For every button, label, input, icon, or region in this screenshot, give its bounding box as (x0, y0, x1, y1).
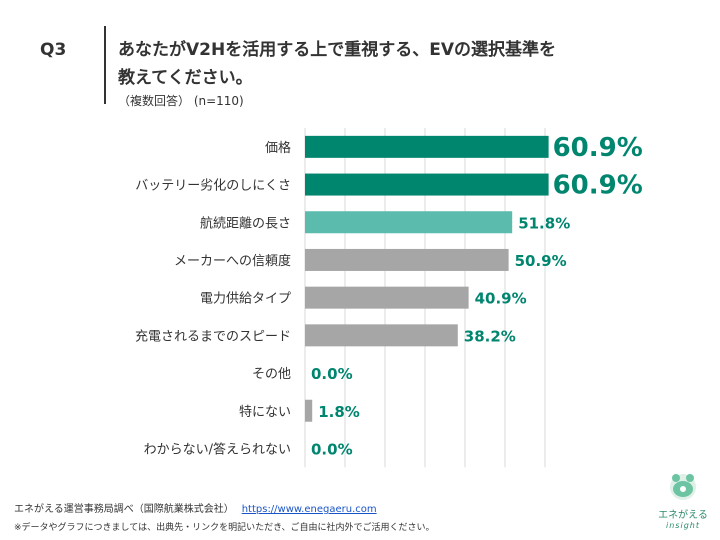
page-title: あなたがV2Hを活用する上で重視する、EVの選択基準を 教えてください。 (118, 36, 556, 92)
value-label: 51.8% (518, 214, 570, 232)
bar (305, 248, 509, 271)
value-label: 38.2% (464, 327, 516, 345)
category-label: バッテリー劣化のしにくさ (135, 179, 291, 194)
value-label: 0.0% (311, 440, 353, 458)
value-label: 60.9% (553, 171, 643, 201)
bar (305, 286, 469, 309)
logo-sub: insight (666, 521, 700, 530)
chart-subtitle: （複数回答） (n=110) (118, 94, 244, 108)
footer-source: エネがえる運営事務局調べ（国際航業株式会社） https://www.enegae… (14, 500, 377, 515)
title-divider (104, 26, 106, 104)
bar (305, 324, 458, 347)
title-line-2: 教えてください。 (118, 68, 253, 88)
value-label: 1.8% (318, 403, 360, 421)
value-label: 60.9% (553, 133, 643, 163)
bar-chart: 価格 60.9% バッテリー劣化のしにくさ 60.9% 航続距離の長さ 51.8% メーカー… (135, 128, 643, 468)
category-label: 価格 (265, 140, 291, 156)
question-label: Q3 (40, 40, 67, 60)
value-label: 40.9% (475, 290, 527, 308)
category-label: 航続距離の長さ (200, 215, 291, 231)
title-line-1: あなたがV2Hを活用する上で重視する、EVの選択基準を (118, 40, 556, 60)
category-label: その他 (252, 367, 291, 382)
value-label: 0.0% (311, 365, 353, 383)
bar (305, 211, 513, 234)
source-text: エネがえる運営事務局調べ（国際航業株式会社） (14, 504, 234, 515)
logo-name: エネがえる (658, 510, 708, 521)
category-label: メーカーへの信頼度 (174, 253, 291, 269)
bar (305, 399, 313, 422)
source-link[interactable]: https://www.enegaeru.com (241, 504, 377, 515)
bar (305, 135, 549, 158)
bar (305, 173, 549, 196)
value-label: 50.9% (515, 252, 567, 270)
category-label: 電力供給タイプ (200, 292, 291, 307)
category-label: 特にない (239, 405, 291, 420)
category-label: 充電されるまでのスピード (135, 328, 291, 344)
category-label: わからない/答えられない (144, 441, 291, 457)
footer-note: ※データやグラフにつきましては、出典先・リンクを明記いただき、ご自由に社内外でご… (14, 523, 435, 533)
frog-logo-icon (670, 474, 696, 500)
logo: エネがえる insight (648, 470, 718, 534)
